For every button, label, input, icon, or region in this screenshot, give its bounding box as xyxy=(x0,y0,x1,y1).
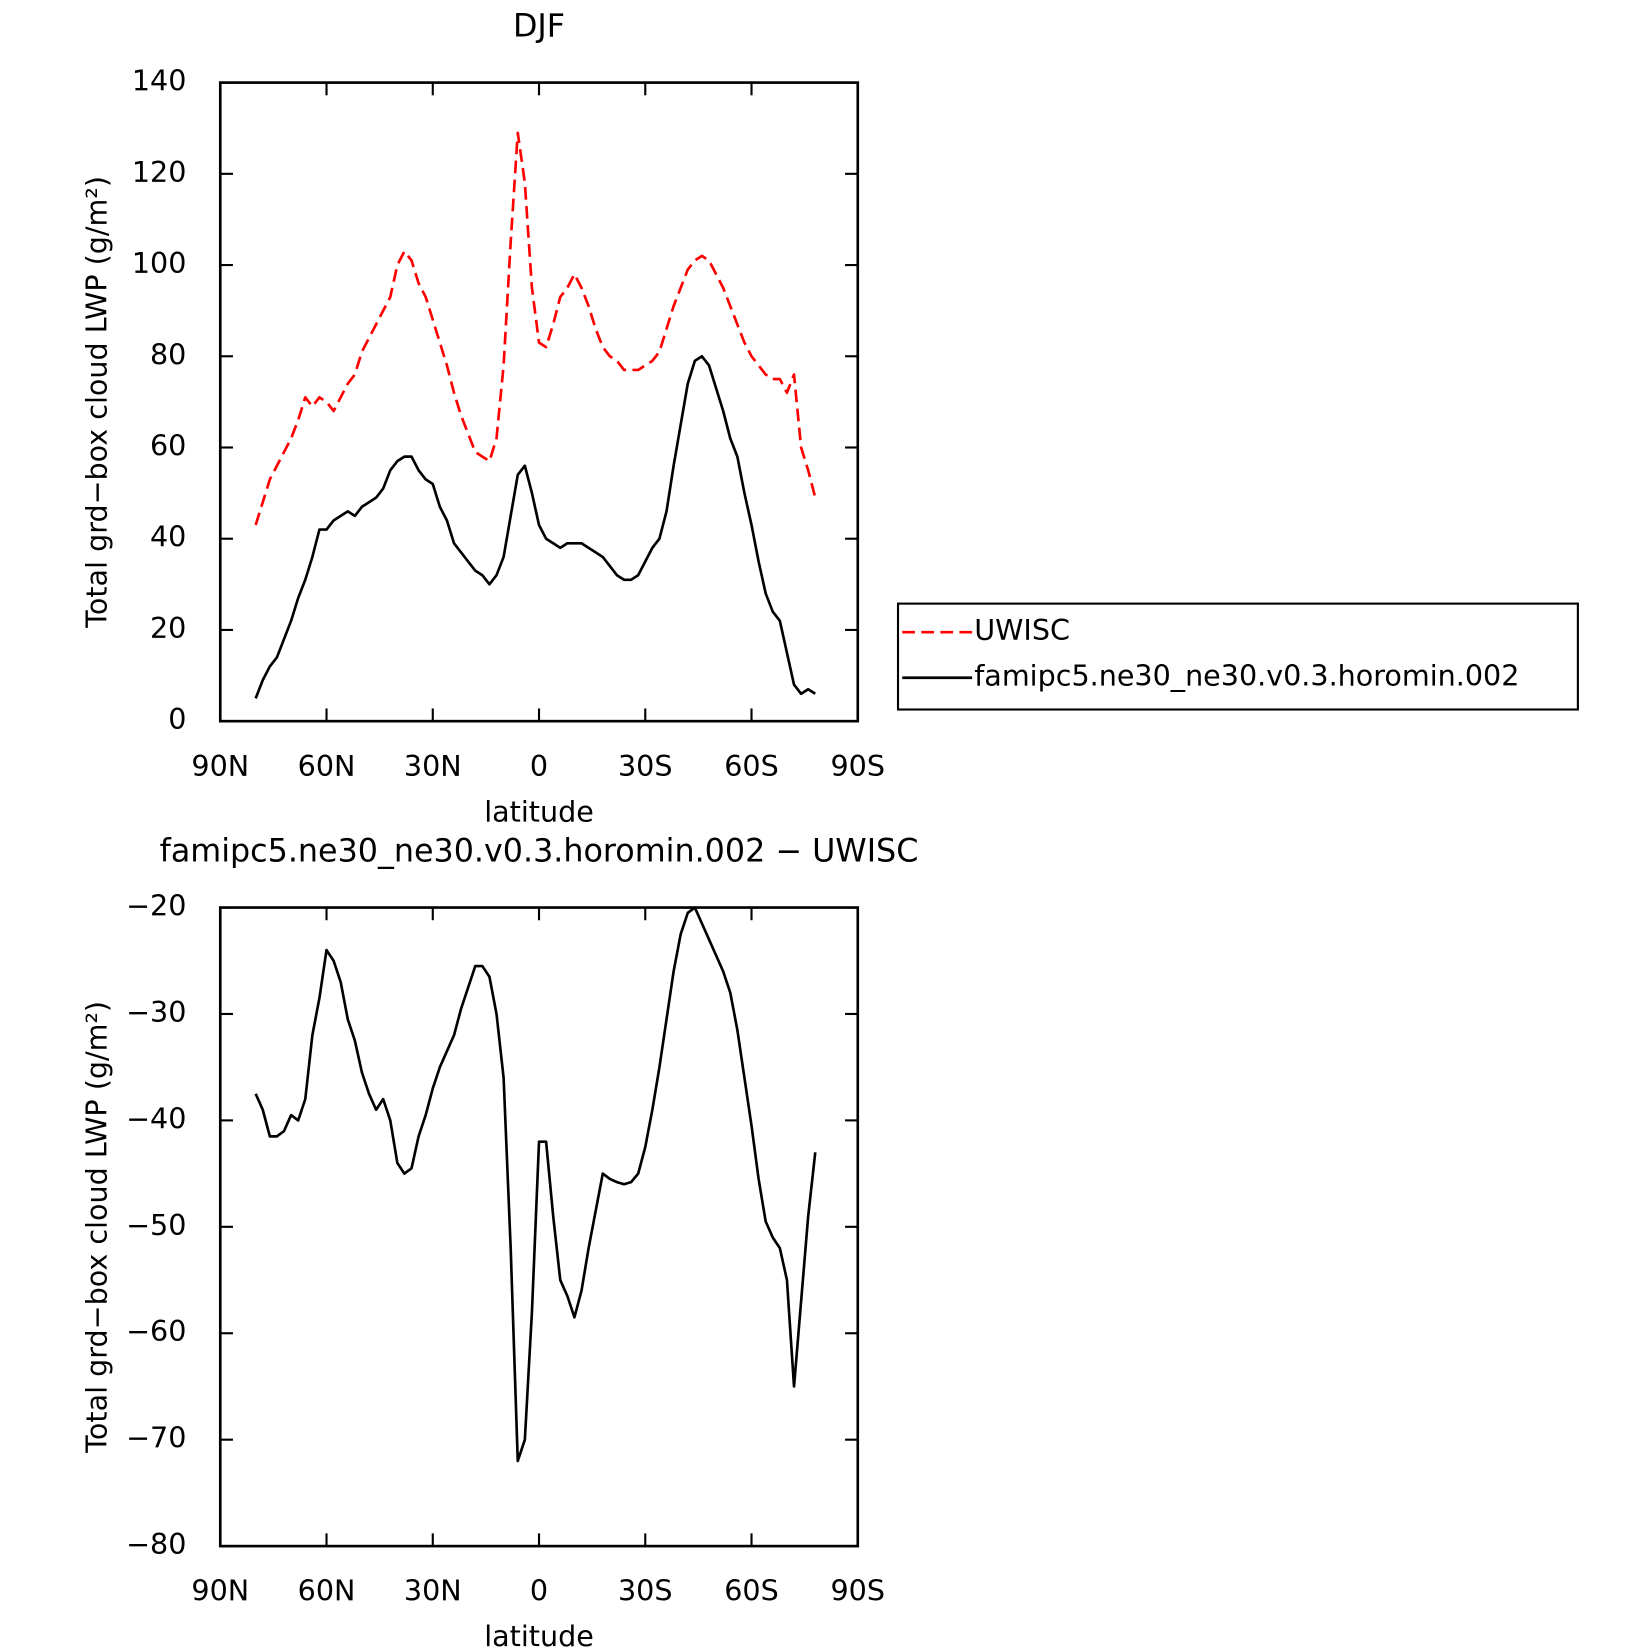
y-tick-label: −40 xyxy=(126,1101,186,1135)
x-tick-label: 90S xyxy=(831,749,886,783)
y-tick-label: −30 xyxy=(126,995,186,1029)
x-tick-label: 60N xyxy=(298,1574,356,1608)
y-tick-label: 40 xyxy=(150,520,186,554)
x-tick-label: 30S xyxy=(618,749,673,783)
y-tick-label: −60 xyxy=(126,1314,186,1348)
y-tick-label: 20 xyxy=(150,611,186,645)
x-tick-label: 30S xyxy=(618,1574,673,1608)
y-tick-label: 60 xyxy=(150,428,186,462)
x-tick-label: 90N xyxy=(191,749,249,783)
data-line xyxy=(254,354,816,699)
x-tick-label: 0 xyxy=(530,749,548,783)
x-tick-label: 30N xyxy=(404,749,462,783)
x-axis-label: latitude xyxy=(484,1619,594,1652)
y-tick-label: 100 xyxy=(132,246,187,280)
data-line xyxy=(254,131,817,526)
x-tick-label: 90S xyxy=(831,1574,886,1608)
x-tick-label: 60S xyxy=(724,1574,779,1608)
x-tick-label: 0 xyxy=(530,1574,548,1608)
y-tick-label: −20 xyxy=(126,889,186,923)
y-tick-label: −80 xyxy=(126,1527,186,1561)
plot-frame xyxy=(218,906,860,1548)
y-tick-label: 140 xyxy=(132,64,187,98)
legend-label: UWISC xyxy=(974,613,1070,647)
y-tick-label: 80 xyxy=(150,337,186,371)
chart-title: famipc5.ne30_ne30.v0.3.horomin.002 − UWI… xyxy=(160,833,919,869)
x-axis-label: latitude xyxy=(484,794,594,828)
y-tick-label: −70 xyxy=(126,1421,186,1455)
plot-frame xyxy=(218,81,860,723)
y-axis-label: Total grd−box cloud LWP (g/m²) xyxy=(79,176,113,629)
y-tick-label: 120 xyxy=(132,155,187,189)
y-tick-label: 0 xyxy=(168,702,186,736)
x-tick-label: 90N xyxy=(191,1574,249,1608)
y-tick-label: −50 xyxy=(126,1208,186,1242)
x-tick-label: 30N xyxy=(404,1574,462,1608)
legend-box xyxy=(896,602,1579,711)
legend-label: famipc5.ne30_ne30.v0.3.horomin.002 xyxy=(974,659,1519,693)
x-tick-label: 60S xyxy=(724,749,779,783)
y-axis-label: Total grd−box cloud LWP (g/m²) xyxy=(79,1001,113,1454)
data-line xyxy=(254,906,817,1463)
x-tick-label: 60N xyxy=(298,749,356,783)
chart-title: DJF xyxy=(513,9,565,45)
